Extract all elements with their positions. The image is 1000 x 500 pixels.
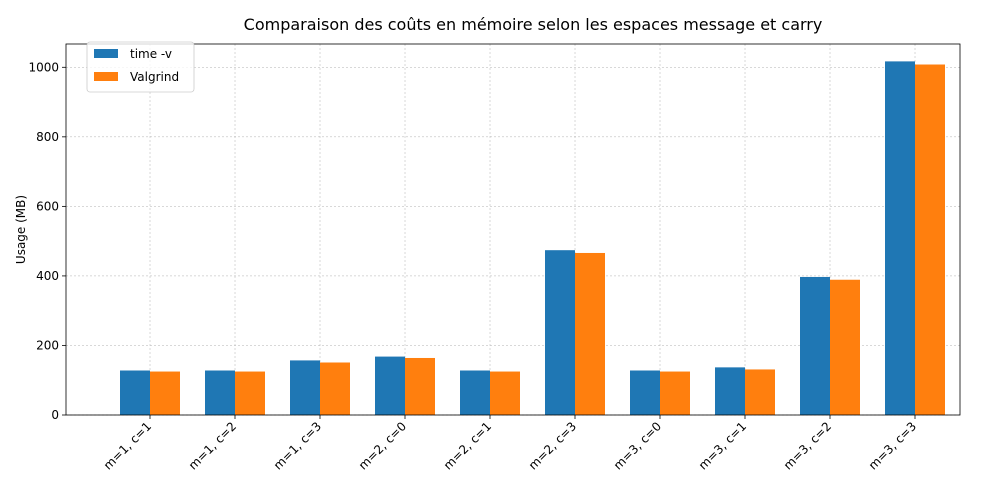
x-tick-label: m=1, c=3	[271, 419, 324, 472]
x-tick-label: m=2, c=1	[441, 419, 494, 472]
bar-time-v	[715, 367, 745, 415]
bar-valgrind	[235, 371, 265, 415]
x-tick-label: m=3, c=2	[781, 419, 834, 472]
bar-time-v	[375, 356, 405, 415]
legend-label-valgrind: Valgrind	[130, 70, 179, 84]
bar-valgrind	[745, 369, 775, 415]
bar-time-v	[545, 250, 575, 415]
y-tick-label: 1000	[28, 60, 59, 74]
x-tick-label: m=3, c=0	[611, 419, 664, 472]
bar-time-v	[290, 360, 320, 415]
y-tick-label: 0	[51, 408, 59, 422]
bar-time-v	[205, 370, 235, 415]
bar-valgrind	[915, 64, 945, 415]
y-tick-label: 600	[36, 199, 59, 213]
x-tick-label: m=3, c=3	[866, 419, 919, 472]
bar-time-v	[460, 370, 490, 415]
bar-time-v	[800, 276, 830, 415]
bar-valgrind	[150, 371, 180, 415]
x-tick-label: m=1, c=1	[101, 419, 154, 472]
y-axis-label: Usage (MB)	[14, 195, 28, 264]
x-tick-label: m=2, c=3	[526, 419, 579, 472]
chart-title: Comparaison des coûts en mémoire selon l…	[244, 15, 823, 34]
bar-time-v	[120, 370, 150, 415]
bar-time-v	[630, 370, 660, 415]
bar-valgrind	[575, 252, 605, 415]
bar-valgrind	[490, 371, 520, 415]
legend-swatch-valgrind	[94, 72, 118, 81]
bar-time-v	[885, 61, 915, 415]
x-tick-label: m=1, c=2	[186, 419, 239, 472]
plot-frame	[65, 43, 961, 416]
legend: time -v Valgrind	[86, 41, 195, 93]
legend-label-time-v: time -v	[130, 47, 172, 61]
bar-valgrind	[405, 357, 435, 415]
bar-valgrind	[830, 279, 860, 415]
x-tick-label: m=3, c=1	[696, 419, 749, 472]
bar-valgrind	[660, 371, 690, 415]
bars	[120, 61, 945, 415]
bar-valgrind	[320, 362, 350, 415]
legend-swatch-time-v	[94, 49, 118, 58]
y-tick-label: 200	[36, 338, 59, 352]
x-tick-label: m=2, c=0	[356, 419, 409, 472]
y-tick-label: 800	[36, 130, 59, 144]
y-tick-label: 400	[36, 269, 59, 283]
